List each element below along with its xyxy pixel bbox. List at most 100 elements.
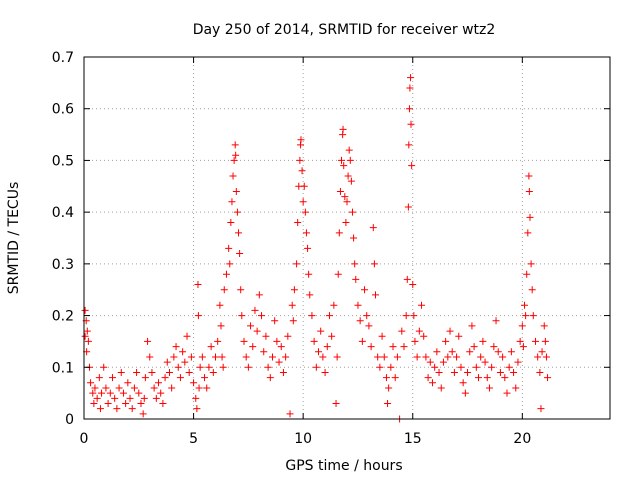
data-point [490, 343, 498, 351]
data-point [492, 317, 500, 325]
data-point [141, 374, 149, 382]
data-point [351, 260, 359, 268]
data-point [354, 301, 362, 309]
data-point [468, 322, 476, 330]
data-point [139, 410, 147, 418]
data-point [382, 374, 390, 382]
data-point [342, 218, 350, 226]
data-point [439, 358, 447, 366]
y-tick-label: 0.6 [52, 102, 74, 118]
data-point [464, 368, 472, 376]
data-point [168, 384, 176, 392]
data-point [150, 384, 158, 392]
data-point [477, 353, 485, 361]
tick-labels: 0 0.1 0.2 0.3 0.4 0.5 0.6 0.7 0 5 10 15 20 [52, 50, 532, 447]
data-point [251, 306, 259, 314]
data-point [367, 343, 375, 351]
data-point [298, 167, 306, 175]
data-point [393, 353, 401, 361]
data-point [157, 389, 165, 397]
data-point [398, 327, 406, 335]
data-point [268, 353, 276, 361]
axis-ticks [83, 56, 610, 420]
data-point [483, 374, 491, 382]
x-tick-label: 20 [513, 431, 531, 447]
data-point [325, 312, 333, 320]
data-point [431, 363, 439, 371]
data-point [290, 286, 298, 294]
data-point [301, 208, 309, 216]
data-point [420, 332, 428, 340]
data-point [475, 374, 482, 382]
data-point [459, 379, 467, 387]
data-point [328, 332, 336, 340]
data-point [299, 198, 307, 206]
data-point [222, 270, 230, 278]
data-point [501, 374, 509, 382]
data-point [407, 74, 415, 82]
data-point [93, 394, 101, 402]
data-point [514, 358, 522, 366]
data-point [95, 374, 103, 382]
y-tick-label: 0.5 [52, 153, 74, 169]
data-point [444, 353, 452, 361]
data-point [140, 394, 148, 402]
data-point [450, 368, 458, 376]
data-point [100, 363, 108, 371]
data-point [293, 260, 301, 268]
data-point [405, 141, 413, 149]
data-point [255, 291, 263, 299]
data-point [170, 353, 178, 361]
data-point [531, 337, 539, 345]
data-point [159, 399, 167, 407]
data-point [496, 368, 504, 376]
data-point [253, 327, 261, 335]
data-point [330, 301, 338, 309]
data-point [144, 337, 152, 345]
data-point [296, 156, 304, 164]
data-point [339, 125, 347, 133]
data-point [249, 343, 257, 351]
data-point [84, 337, 92, 345]
data-point [376, 363, 384, 371]
data-point [238, 312, 246, 320]
data-point [284, 332, 292, 340]
data-point [385, 384, 393, 392]
data-point [304, 244, 312, 252]
data-point [363, 312, 371, 320]
data-point [192, 394, 200, 402]
data-point [81, 332, 89, 340]
data-point [282, 353, 290, 361]
data-point [108, 374, 116, 382]
data-point [365, 322, 373, 330]
data-point [179, 348, 187, 356]
data-point [190, 379, 198, 387]
data-point [516, 337, 524, 345]
data-point [312, 363, 320, 371]
data-point [90, 399, 98, 407]
data-point [333, 353, 341, 361]
data-point [457, 363, 465, 371]
data-point [96, 405, 104, 413]
data-point [128, 405, 136, 413]
data-point [540, 322, 548, 330]
data-point [334, 270, 342, 278]
data-point [521, 301, 529, 309]
grid-layer [84, 57, 610, 419]
data-point [217, 322, 225, 330]
data-point [310, 337, 318, 345]
data-point [165, 368, 173, 376]
data-point [424, 374, 432, 382]
chart-title: Day 250 of 2014, SRMTID for receiver wtz… [193, 22, 496, 38]
data-point [406, 84, 414, 92]
data-point [226, 260, 234, 268]
data-point [356, 317, 364, 325]
data-point [205, 363, 213, 371]
data-point [380, 353, 388, 361]
data-point [537, 405, 545, 413]
data-point [302, 229, 310, 237]
data-point [230, 156, 238, 164]
data-point [345, 146, 353, 154]
data-point [279, 368, 287, 376]
data-point [350, 234, 358, 242]
